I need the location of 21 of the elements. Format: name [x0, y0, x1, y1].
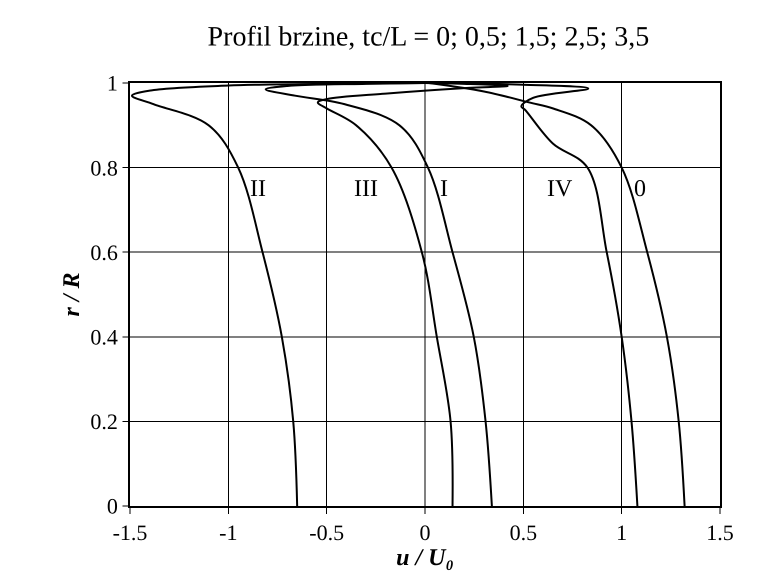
chart-title: Profil brzine, tc/L = 0; 0,5; 1,5; 2,5; 3,5	[208, 22, 650, 53]
x-tick-label: -0.5	[309, 520, 344, 546]
y-axis-title: r / R	[58, 272, 85, 317]
series-label: IV	[547, 176, 573, 202]
y-tick-label: 0.4	[90, 324, 118, 350]
x-tick-label: 0.5	[510, 520, 538, 546]
x-tick-label: 0	[420, 520, 430, 546]
series-label: I	[440, 176, 448, 202]
y-tick-label: 0.6	[90, 240, 118, 265]
x-tick-label: -1	[219, 520, 238, 546]
y-tick-label: 0.2	[90, 409, 118, 434]
series-label: III	[354, 176, 378, 202]
y-tick-label: 1	[106, 70, 118, 96]
series-label: II	[250, 176, 266, 202]
y-tick-label: 0	[106, 494, 118, 519]
x-tick-label: -1.5	[112, 520, 148, 546]
series-label: 0	[634, 176, 646, 202]
x-axis-title: u / U₀	[396, 545, 454, 572]
x-tick-label: 1.5	[706, 520, 734, 546]
y-tick-label: 0.8	[90, 155, 118, 180]
x-tick-label: 1	[616, 520, 628, 546]
